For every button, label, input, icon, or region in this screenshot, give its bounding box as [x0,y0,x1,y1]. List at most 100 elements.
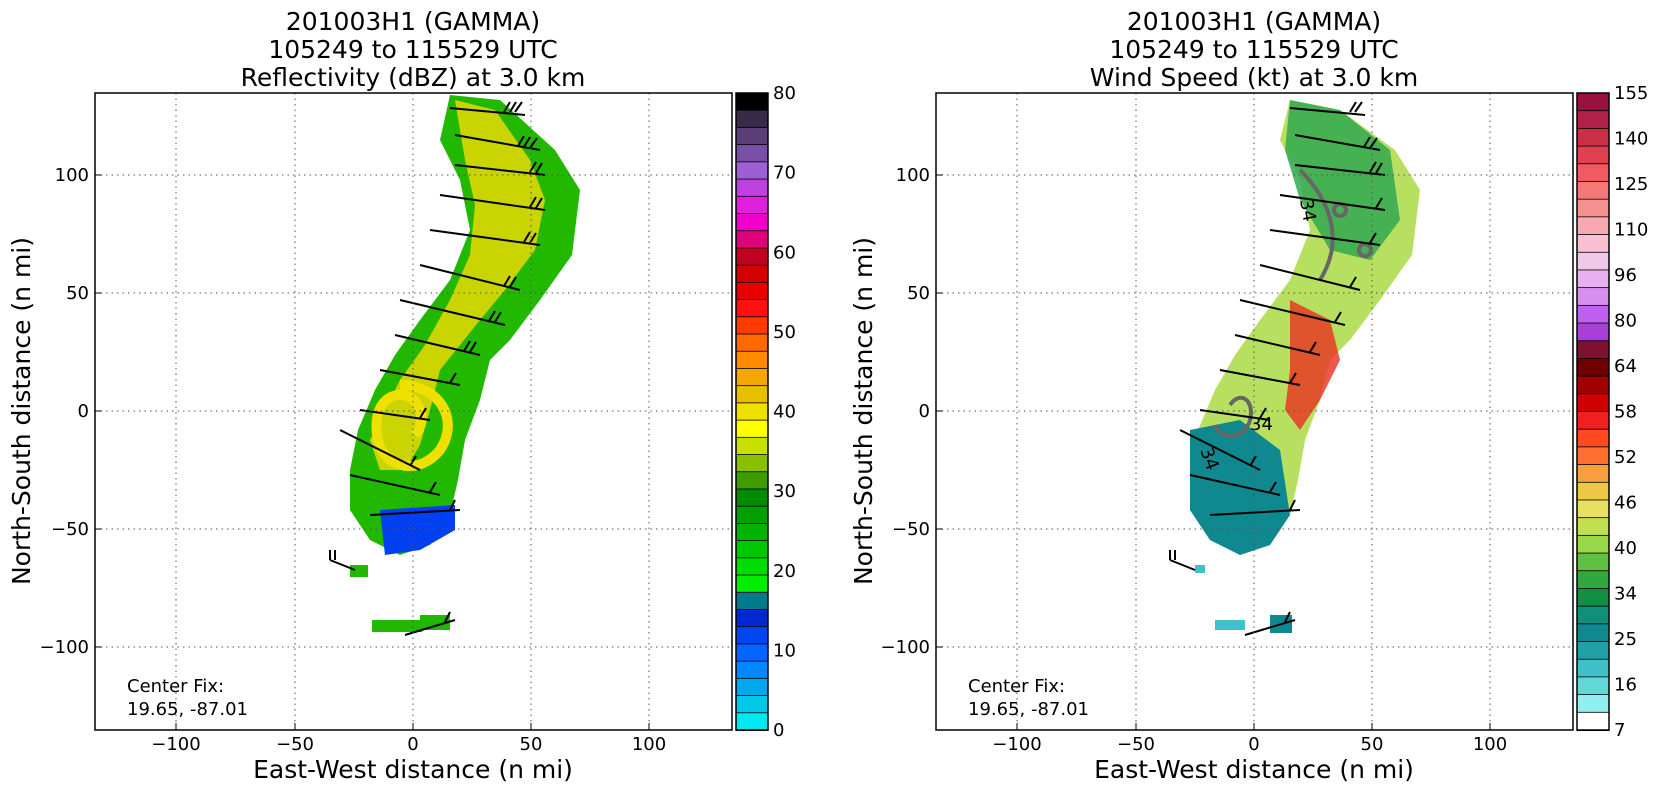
rainband-core [370,100,545,470]
x-tick-label: −50 [1117,734,1155,755]
center-fix-label: Center Fix: [968,676,1065,697]
x-tick-label: 50 [1361,734,1384,755]
colorbar-swatch [1576,92,1610,112]
colorbar-swatch [735,368,769,387]
colorbar-swatch [735,127,769,146]
colorbar-swatch [735,540,769,559]
colorbar-swatch [1576,393,1610,413]
colorbar-swatch [1576,127,1610,148]
colorbar-swatch [1576,145,1610,165]
center-fix-label: Center Fix: [127,676,224,697]
colorbar-swatch [1576,517,1610,537]
colorbar-swatch [1576,534,1610,555]
colorbar-swatch [1576,375,1610,395]
x-tick-label: −100 [151,734,200,755]
strong-wind-core [1285,300,1340,430]
colorbar-tick-label: 7 [1614,720,1625,741]
x-axis-label: East-West distance (n mi) [1094,755,1414,784]
colorbar-swatch [1576,623,1610,643]
colorbar-swatch [1576,216,1610,236]
y-tick-label: −50 [892,519,930,540]
x-tick-label: 0 [407,734,418,755]
colorbar-swatch [735,213,769,232]
colorbar-swatch [735,109,769,129]
colorbar-tick-label: 40 [773,402,796,423]
colorbar-swatch [735,92,769,112]
colorbar-swatch [1576,198,1610,218]
wind-barbs [329,101,546,636]
colorbar-swatch [1576,464,1610,484]
southwest-wind-region [1190,420,1290,555]
colorbar-swatch [1576,287,1610,307]
colorbar-ticks: 155 140 125 110 96 80 64 58 52 46 40 34 25 16 7 [1614,83,1648,741]
colorbar-tick-label: 20 [773,561,796,582]
colorbar-tick-label: 52 [1614,447,1637,468]
colorbar-tick-label: 70 [773,163,796,184]
panel-title-line3: Wind Speed (kt) at 3.0 km [1090,63,1418,92]
colorbar-swatch [735,677,769,697]
colorbar-swatch [735,471,769,490]
x-tick-label: 50 [520,734,543,755]
colorbar-swatch [1576,641,1610,661]
reflectivity-field [350,95,580,632]
colorbar-swatch [735,712,769,732]
colorbar-swatch [735,695,769,714]
north-wind-region [1285,100,1400,260]
panel-title-line2: 105249 to 115529 UTC [1109,35,1398,64]
colorbar-swatch [735,316,769,336]
colorbar-swatch [1576,481,1610,501]
y-axis-label: North-South distance (n mi) [849,237,878,585]
colorbar-swatch [1576,304,1610,325]
colorbar-tick-label: 80 [1614,311,1637,332]
y-tick-label: 0 [78,401,89,422]
colorbar-swatch [1576,251,1610,271]
center-fix-value: 19.65, -87.01 [127,699,248,720]
colorbar-swatch [735,230,769,249]
wind-speck [1215,620,1245,630]
colorbar-frame [1576,92,1610,731]
x-tick-label: 0 [1248,734,1259,755]
y-axis-label: North-South distance (n mi) [7,237,36,585]
colorbar-swatch [1576,110,1610,130]
colorbar-swatch [1576,552,1610,572]
echo-speck [350,565,368,577]
colorbar-swatch [735,454,769,473]
tick-marks [936,174,1491,730]
panel-title-line1: 201003H1 (GAMMA) [286,7,540,36]
colorbar-tick-label: 0 [773,720,784,741]
y-tick-label: 50 [66,283,89,304]
y-tick-label: −100 [881,637,930,658]
colorbar-swatch [1576,658,1610,678]
colorbar-swatch [735,660,769,680]
colorbar-ticks: 80 70 60 50 40 30 20 10 0 [773,83,796,741]
colorbar-tick-label: 40 [1614,538,1637,559]
colorbar-swatch [1576,676,1610,696]
x-tick-label: −50 [276,734,314,755]
colorbar-tick-label: 50 [773,322,796,343]
colorbar-swatch [1576,588,1610,608]
colorbar-swatch [735,144,769,163]
y-tick-label: 50 [907,283,930,304]
y-tick-label: −100 [40,637,89,658]
colorbar-tick-label: 60 [773,242,796,263]
colorbar-swatch [735,626,769,645]
colorbar-frame [735,92,769,731]
colorbar [735,92,769,732]
x-tick-label: 100 [1473,734,1507,755]
panel-wind-speed: 201003H1 (GAMMA) 105249 to 115529 UTC Wi… [849,7,1648,784]
colorbar-swatch [735,161,769,181]
colorbar-swatch [735,333,769,353]
colorbar-swatch [1576,340,1610,360]
colorbar-tick-label: 16 [1614,675,1637,696]
colorbar-swatch [735,574,769,594]
colorbar-swatch [735,523,769,542]
colorbar-swatch [735,299,769,318]
colorbar-swatch [1576,234,1610,254]
colorbar-swatch [735,557,769,577]
colorbar-swatch [735,350,769,370]
wind-barbs [1169,101,1386,636]
colorbar-swatch [735,281,769,301]
contour-label: 34 [1295,197,1320,223]
x-tick-label: −100 [992,734,1041,755]
colorbar-swatch [735,385,769,404]
